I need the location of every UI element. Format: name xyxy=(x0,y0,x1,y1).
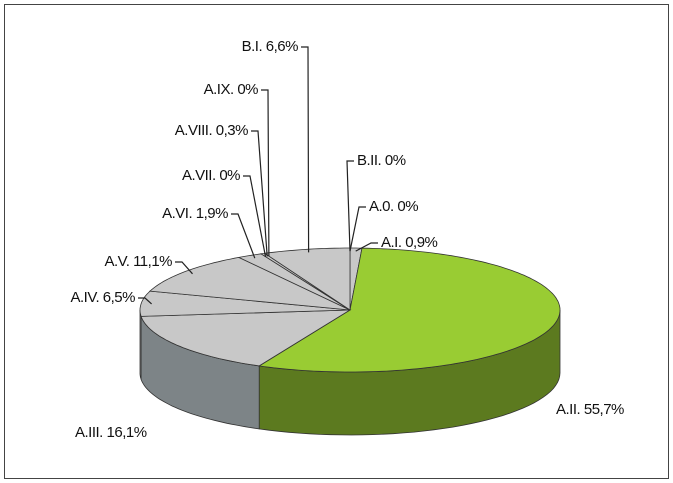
value-label: 55,7% xyxy=(584,401,624,418)
slice-side xyxy=(139,310,142,380)
value-label: 6,5% xyxy=(103,289,135,306)
category-label: A.I. xyxy=(381,234,402,251)
value-label: 16,1% xyxy=(107,424,147,441)
value-label: 0,3% xyxy=(216,122,248,139)
slice-label: A.I. 0,9% xyxy=(381,234,438,251)
category-label: A.IX. xyxy=(204,81,234,98)
value-label: 0% xyxy=(397,198,418,215)
slice-label: A.IX. 0% xyxy=(204,81,259,98)
category-label: A.III. xyxy=(75,424,103,441)
category-label: A.IV. xyxy=(70,289,99,306)
value-label: 0% xyxy=(385,152,406,169)
category-label: A.VII. xyxy=(182,167,216,184)
category-label: A.II. xyxy=(556,401,580,418)
leader-line xyxy=(261,89,270,257)
leader-line xyxy=(301,46,310,253)
slice-label: A.VII. 0% xyxy=(182,167,240,184)
slice-label: A.III. 16,1% xyxy=(75,424,147,441)
slice-label: B.II. 0% xyxy=(357,152,406,169)
value-label: 0,9% xyxy=(405,234,437,251)
leader-line xyxy=(231,213,256,259)
category-label: B.II. xyxy=(357,152,381,169)
slice xyxy=(237,253,351,311)
category-label: A.VIII. xyxy=(175,122,212,139)
value-label: 1,9% xyxy=(196,205,228,222)
value-label: 11,1% xyxy=(133,253,172,270)
leader-line xyxy=(251,130,268,257)
slice-label: A.IV. 6,5% xyxy=(70,289,135,306)
leader-line xyxy=(346,160,354,252)
slice-label: A.V. 11,1% xyxy=(104,253,172,270)
category-label: A.VI. xyxy=(162,205,192,222)
slice xyxy=(258,247,561,373)
leader-line xyxy=(175,261,193,275)
category-label: B.I. xyxy=(242,38,263,55)
slice-label: B.I. 6,6% xyxy=(242,38,299,55)
slice xyxy=(263,247,351,311)
slice-label: A.VIII. 0,3% xyxy=(175,122,248,139)
slice-label: A.II. 55,7% xyxy=(556,401,624,418)
category-label: A.V. xyxy=(104,253,129,270)
leader-line xyxy=(138,297,152,305)
slice xyxy=(139,290,351,317)
leader-line xyxy=(355,242,378,252)
slice-label: A.0. 0% xyxy=(369,198,418,215)
value-label: 0% xyxy=(237,81,258,98)
slice xyxy=(149,256,351,311)
value-label: 0% xyxy=(219,167,240,184)
slice xyxy=(140,309,352,367)
category-label: A.0. xyxy=(369,198,394,215)
slice-label: A.VI. 1,9% xyxy=(162,205,228,222)
leader-line xyxy=(349,206,366,252)
leader-line xyxy=(243,175,267,257)
value-label: 6,6% xyxy=(266,38,298,55)
